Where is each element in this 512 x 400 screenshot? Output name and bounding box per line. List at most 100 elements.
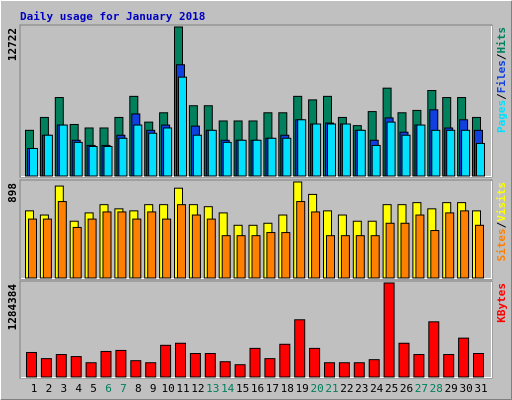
legend-entry: Files [495,60,508,93]
bar [355,235,365,279]
legend-entry: KBytes [495,283,508,323]
x-tick-label: 14 [221,382,235,395]
bar [26,351,37,378]
bar [221,235,231,279]
x-tick-label: 1 [31,382,38,395]
x-tick-label: 31 [474,382,487,395]
y-tick-label: 898 [6,183,19,203]
legend-entry: Hits [495,27,508,54]
legend: Sites/Visits [495,182,508,262]
bar [252,139,262,177]
x-tick-label: 28 [430,382,443,395]
bar [133,124,143,177]
x-tick-label: 8 [135,382,142,395]
bar [475,224,484,279]
x-tick-label: 6 [105,382,112,395]
bar [219,361,231,378]
bar [103,145,113,177]
y-tick-label: 1284384 [6,284,19,331]
bar [294,319,306,378]
x-tick-label: 23 [355,382,368,395]
bar [43,134,53,177]
bar [368,359,380,378]
bar [309,347,321,378]
bar [88,145,98,177]
bar [338,362,350,378]
bar [85,362,97,378]
bar [177,204,186,279]
bar [431,129,441,177]
bar [311,211,321,279]
bar [473,353,484,378]
bar [222,141,232,177]
legend-entry: Pages [495,100,508,133]
x-tick-label: 25 [385,382,398,395]
x-tick-label: 5 [90,382,97,395]
bar [162,218,172,279]
bar [430,230,440,279]
bar [118,137,128,177]
bar [383,282,395,378]
x-tick-label: 20 [310,382,323,395]
bar [266,232,276,279]
x-tick-label: 7 [120,382,127,395]
bar [371,144,381,177]
x-tick-label: 29 [445,382,458,395]
bar [132,218,142,279]
bar [324,362,335,378]
bar [178,76,187,177]
bar [73,141,83,177]
bar [312,123,322,177]
bar [340,235,350,279]
y-tick-label: 12722 [6,28,19,61]
bar [42,218,52,279]
bar [341,123,351,177]
bar [87,218,97,279]
bar [72,226,82,279]
bar [458,337,470,378]
bar [460,210,470,279]
x-tick-label: 30 [459,382,472,395]
chart-title: Daily usage for January 2018 [20,10,205,23]
x-tick-label: 21 [325,382,338,395]
x-tick-label: 12 [191,382,204,395]
bar [236,235,246,279]
legend-entry: Sites [495,228,508,261]
bar [415,214,425,279]
bar [100,350,112,378]
bar [192,134,202,177]
x-tick-label: 18 [281,382,294,395]
bar [102,211,112,279]
bar [207,129,217,177]
x-tick-label: 15 [236,382,249,395]
bar [58,124,68,177]
bar [370,235,380,279]
bar [28,218,37,279]
bar [400,222,410,279]
bar [386,121,396,177]
bar [147,211,157,279]
bar [237,139,247,177]
bar [413,354,425,378]
bar [160,344,172,378]
legend-separator: / [495,53,508,60]
x-tick-label: 22 [340,382,353,395]
bar [461,129,471,177]
bar [204,353,216,378]
bar [416,124,426,177]
x-tick-label: 13 [206,382,219,395]
x-tick-label: 4 [75,382,82,395]
bar [445,212,455,279]
bar [297,119,307,177]
x-tick-label: 17 [266,382,279,395]
bar [57,201,67,279]
bar [206,218,216,279]
bar [401,134,411,177]
bar [55,354,67,378]
bar [385,222,395,279]
x-tick-label: 27 [415,382,428,395]
legend-entry: Visits [495,182,508,222]
x-tick-label: 2 [46,382,53,395]
